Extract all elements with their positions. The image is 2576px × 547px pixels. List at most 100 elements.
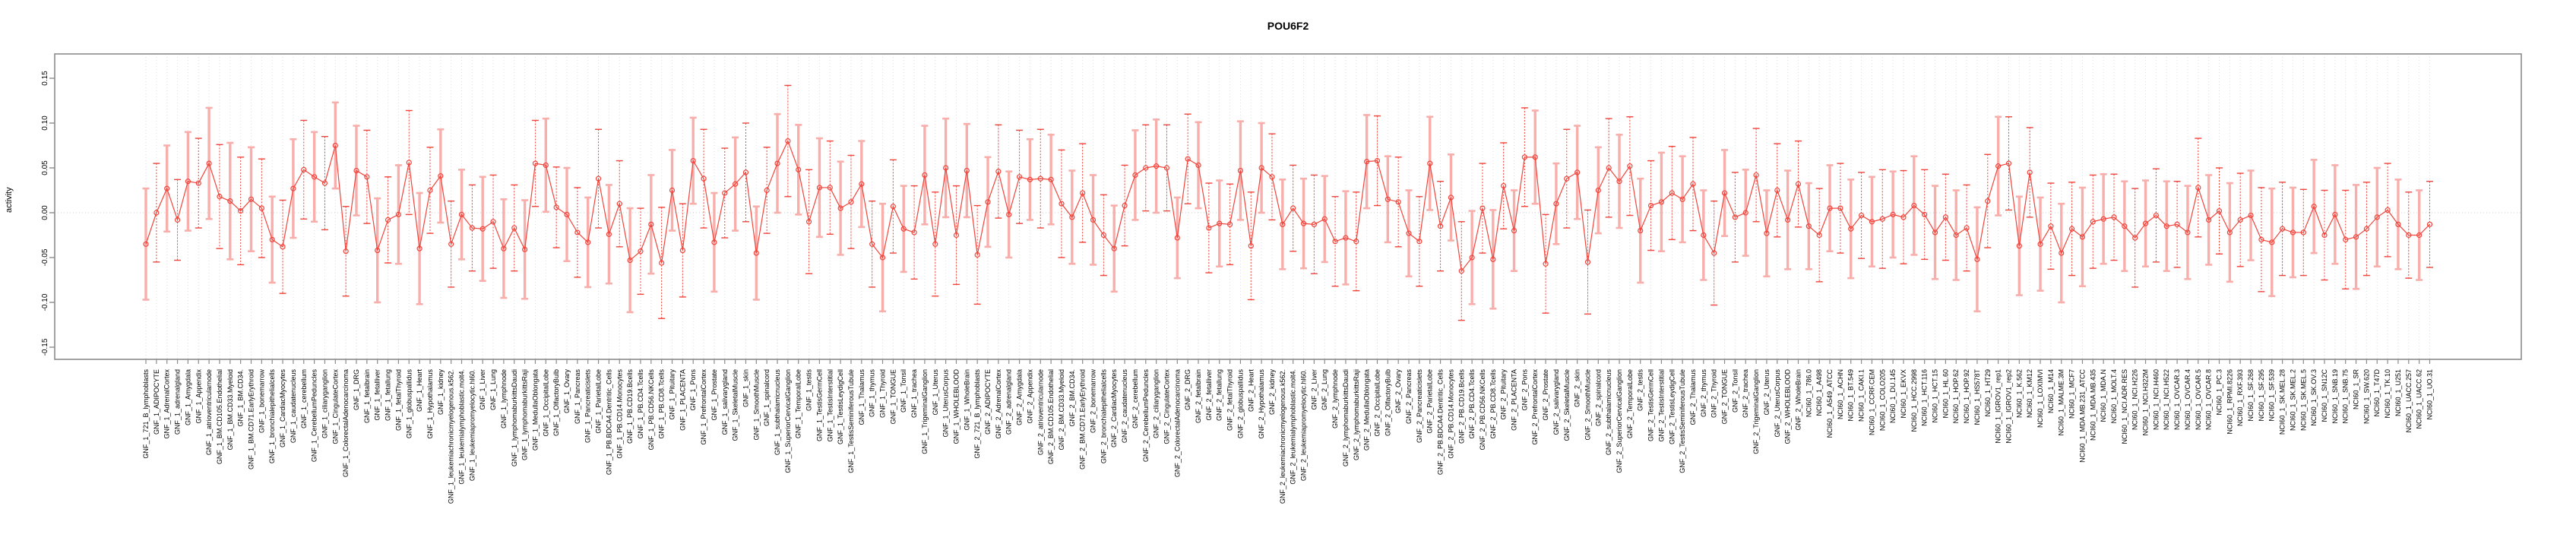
- x-category-label: NCI60_1_MCF7: [2068, 369, 2076, 419]
- x-category-label: GNF_2_TrigeminalGanglion: [1752, 369, 1760, 454]
- x-category-label: NCI60_1_NCI.H522: [2163, 369, 2170, 430]
- x-category-label: NCI60_1_HL.60: [1941, 369, 1949, 419]
- data-point: [2237, 217, 2243, 223]
- x-category-label: GNF_2_PB.CD14.Monocytes: [1447, 369, 1454, 459]
- data-point: [153, 210, 160, 216]
- x-category-label: NCI60_1_HCT.116: [1921, 369, 1929, 426]
- data-point: [2174, 221, 2180, 227]
- data-point: [2226, 229, 2233, 236]
- x-category-label: GNF_1_OccipitalLobe: [542, 369, 549, 437]
- data-point: [606, 231, 612, 237]
- x-category-label: GNF_1_TestisInterstitial: [826, 369, 834, 442]
- x-category-label: GNF_1_lymphnode: [500, 369, 508, 428]
- data-point: [2343, 236, 2349, 242]
- error-bar: [1416, 196, 1423, 287]
- x-category-label: GNF_2_lymphomaburkittsRaji: [1353, 369, 1360, 460]
- data-point: [501, 245, 507, 251]
- data-point: [2068, 226, 2075, 232]
- x-category-label: GNF_2_Pituitary: [1500, 369, 1508, 420]
- x-category-label: GNF_2_BM.CD33.Myeloid: [1058, 369, 1065, 451]
- error-bar: [1647, 160, 1655, 251]
- x-category-label: GNF_1_Tonsil: [900, 369, 907, 413]
- x-category-label: GNF_1_fetalliver: [374, 369, 381, 421]
- x-category-label: NCI60_1_IGROV1_rep2: [2005, 369, 2012, 444]
- x-category-label: GNF_1_thymus: [869, 369, 876, 418]
- data-point: [2132, 235, 2138, 241]
- data-point: [1332, 239, 1338, 245]
- data-point: [1690, 181, 1696, 187]
- x-category-label: NCI60_1_UACC.62: [2416, 369, 2423, 429]
- data-point: [301, 166, 307, 172]
- data-point: [427, 187, 433, 194]
- data-point: [353, 167, 359, 174]
- data-point: [943, 165, 949, 171]
- data-point: [1490, 256, 1496, 262]
- error-bar: [1837, 163, 1844, 254]
- y-tick-label: -0.10: [41, 293, 49, 311]
- x-category-label: GNF_1_BM.CD34.: [237, 369, 245, 427]
- data-point: [659, 260, 665, 266]
- data-point: [1753, 172, 1759, 179]
- x-category-label: GNF_2_TemporalLobe: [1626, 369, 1634, 438]
- x-category-label: GNF_2_leukemiapromyelocytic.hl60.: [1300, 369, 1308, 481]
- data-point: [1732, 214, 1738, 220]
- x-category-label: GNF_2_Tonsil: [1731, 369, 1739, 413]
- data-point: [2426, 221, 2433, 227]
- data-point: [1890, 211, 1896, 217]
- x-category-label: NCI60_1_HOP.62: [1952, 369, 1960, 423]
- data-point: [1080, 190, 1086, 196]
- data-point: [805, 219, 812, 225]
- data-point: [869, 241, 875, 247]
- x-category-label: NCI60_1_TK.10: [2384, 369, 2391, 419]
- data-point: [1226, 221, 1233, 227]
- x-category-label: NCI60_1_HCC.2998: [1910, 369, 1918, 432]
- data-point: [375, 247, 381, 254]
- data-point: [1942, 214, 1948, 220]
- x-category-label: GNF_1_AdrenalCortex: [163, 369, 171, 439]
- error-bar: [1394, 157, 1402, 248]
- x-category-label: GNF_2_PB.CD19.Bcells: [1457, 369, 1465, 444]
- data-point: [1069, 214, 1075, 220]
- x-category-label: NCI60_1_SK.OV.3: [2310, 369, 2318, 426]
- data-point: [911, 229, 917, 236]
- data-point: [2059, 250, 2065, 256]
- x-category-label: GNF_1_Thyroid: [879, 369, 887, 418]
- data-point: [1805, 223, 1812, 229]
- data-point: [2311, 204, 2317, 210]
- data-point: [1848, 226, 1854, 232]
- x-category-label: GNF_2_TestisInterstitial: [1657, 369, 1665, 442]
- x-category-label: NCI60_1_PC.3: [2215, 369, 2223, 416]
- x-category-label: GNF_2_PB.CD56.NKCells: [1479, 369, 1486, 451]
- data-point: [964, 167, 970, 174]
- data-point: [438, 173, 444, 179]
- data-point: [321, 180, 328, 186]
- x-category-label: GNF_2_BM.CD71.EarlyErythroid: [1079, 369, 1087, 470]
- x-category-label: GNF_1_Uterus: [932, 369, 939, 416]
- data-point: [1027, 176, 1033, 182]
- data-point: [816, 185, 823, 191]
- x-category-label: GNF_2_Appendix: [1026, 369, 1033, 424]
- x-category-label: GNF_1_Appendix: [195, 369, 202, 424]
- data-point: [2385, 207, 2391, 213]
- x-category-label: GNF_1_Thalamus: [858, 369, 866, 425]
- data-point: [701, 175, 707, 182]
- x-category-label: NCI60_1_CCRF.CEM: [1868, 369, 1875, 435]
- x-category-label: GNF_2_subthalamicnucleus: [1605, 369, 1612, 456]
- data-point: [1374, 157, 1381, 164]
- data-point: [595, 175, 602, 182]
- x-category-label: GNF_1_fetalbrain: [363, 369, 371, 423]
- x-category-label: GNF_2_kidney: [1268, 369, 1276, 416]
- data-point: [616, 201, 622, 207]
- data-point: [2122, 223, 2128, 229]
- data-point: [1143, 165, 1149, 171]
- x-category-label: NCI60_1_RPMI.8226: [2226, 369, 2233, 435]
- x-category-label: GNF_2_thymus: [1700, 369, 1707, 418]
- x-category-label: NCI60_1_HOP.92: [1963, 369, 1970, 423]
- x-category-label: NCI60_1_BT.549: [1847, 369, 1855, 422]
- x-category-label: GNF_2_cerebellum: [1131, 369, 1139, 428]
- x-category-label: GNF_2_TestisGermCell: [1647, 369, 1655, 441]
- x-category-label: NCI60_1_SK.MEL.2: [2289, 369, 2296, 431]
- data-point: [2248, 212, 2254, 219]
- x-category-label: NCI60_1_NCI.H322M: [2142, 369, 2150, 436]
- x-category-label: NCI60_1_EKVX: [1900, 369, 1907, 419]
